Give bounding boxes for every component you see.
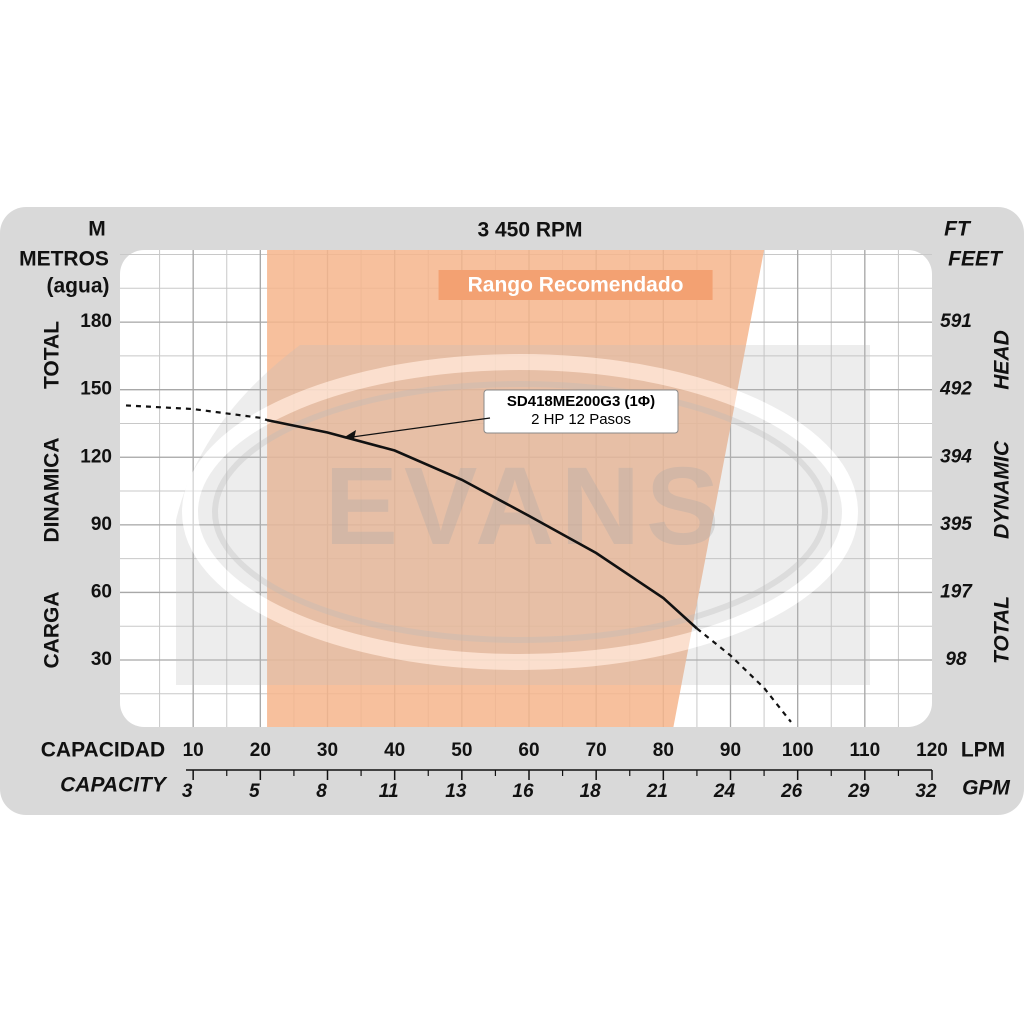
x-tick-label: 70 [586,740,607,761]
watermark: EVANS [325,445,726,568]
x-unit: LPM [961,739,1005,762]
y-label: TOTAL [41,321,64,389]
x2-tick-label: 11 [379,781,399,802]
x-label: CAPACIDAD [41,739,165,762]
range-label-bg [438,270,713,300]
y-tick-label: 60 [91,581,112,602]
y-tick-label: 120 [80,446,112,467]
watermark-logo: EVANS [176,345,870,685]
x2-unit: GPM [962,777,1010,800]
arrow-head [343,430,356,439]
x-tick-label: 80 [653,740,674,761]
y2-tick-label: 492 [939,379,972,400]
x2-tick-label: 8 [316,781,327,802]
x2-tick-label: 24 [713,781,736,802]
y2-tick-label: 98 [945,649,967,670]
y-tick-label: 150 [80,379,112,400]
y2-label: HEAD [991,330,1014,390]
x-tick-label: 60 [518,740,539,761]
x-tick-label: 120 [916,740,948,761]
x2-tick-label: 5 [249,781,260,802]
curve-segment [266,418,698,630]
annotation-line: SD418ME200G3 (1Φ) [507,393,655,410]
y2-tick-label: 197 [940,581,973,602]
chart-title: 3 450 RPM [477,219,582,242]
range-label: Rango Recomendado [468,274,684,297]
annotation-line: 2 HP 12 Pasos [531,411,631,428]
y-label-top: (agua) [47,275,110,298]
y2-unit: FT [944,218,972,241]
y-unit: M [88,218,106,241]
x2-tick-label: 29 [847,781,870,802]
y-label: DINAMICA [41,438,64,543]
y2-tick-label: 591 [940,311,972,332]
annotation-box [483,389,679,434]
x-tick-label: 40 [384,740,405,761]
y-tick-label: 180 [80,311,112,332]
x2-tick-label: 3 [182,781,193,802]
x2-tick-label: 13 [445,781,467,802]
x-tick-label: 30 [317,740,338,761]
y-label-top: METROS [19,248,109,271]
x2-label: CAPACITY [60,774,168,797]
y2-tick-label: 394 [940,446,972,467]
y-label: CARGA [41,592,64,669]
y-tick-label: 90 [91,514,112,535]
y2-label: TOTAL [991,596,1014,664]
y2-label-top: FEET [948,248,1004,271]
annotation-arrow [344,417,491,439]
y2-label: DYNAMIC [991,440,1014,539]
x-tick-label: 100 [782,740,814,761]
curve [125,404,792,723]
x-tick-label: 110 [850,740,881,761]
x2-tick-label: 21 [646,781,668,802]
x2-tick-label: 16 [512,781,534,802]
y-tick-label: 30 [91,649,112,670]
x-tick-label: 90 [720,740,741,761]
x2-tick-label: 18 [580,781,602,802]
x2-tick-label: 32 [915,781,937,802]
y2-tick-label: 395 [940,514,972,535]
curve-segment [696,627,792,723]
x-tick-label: 20 [250,740,271,761]
x-tick-label: 50 [451,740,472,761]
x2-tick-label: 26 [780,781,803,802]
curve-segment [125,404,268,422]
x-tick-label: 10 [183,740,204,761]
